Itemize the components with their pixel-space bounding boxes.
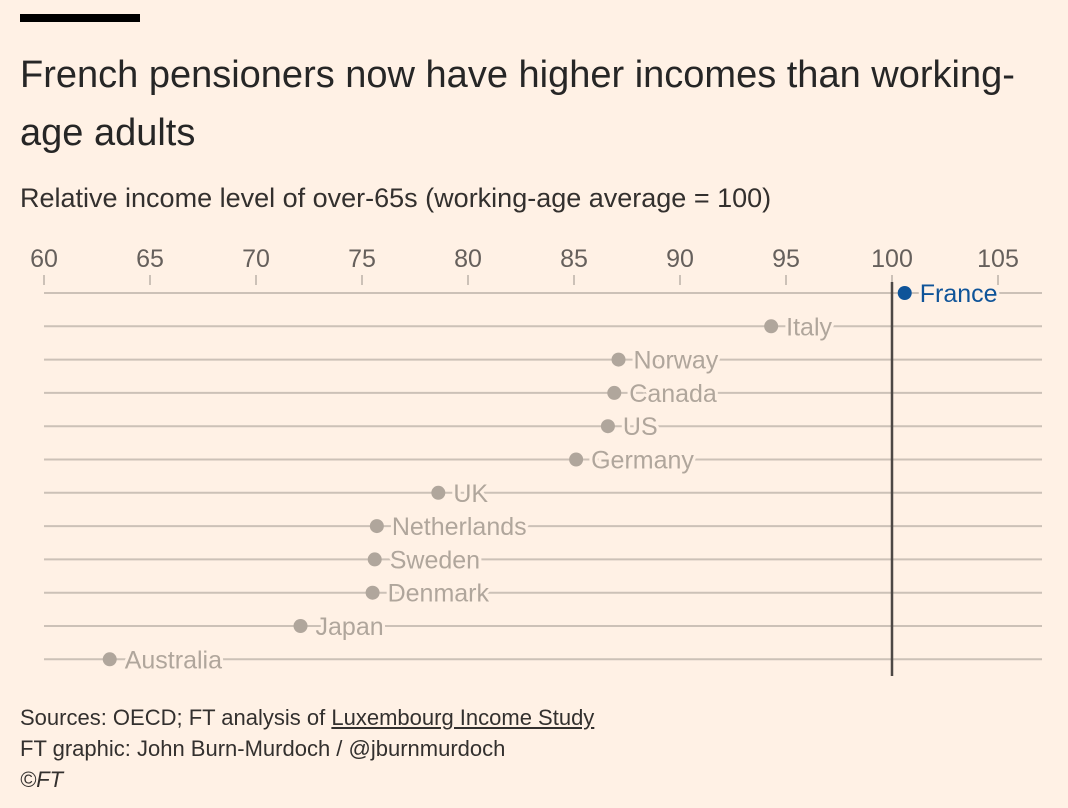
point-label-us: US bbox=[623, 413, 658, 441]
point-label-halo: Norway bbox=[634, 347, 719, 375]
point-label-halo: France bbox=[920, 280, 998, 308]
point-label-denmark: Denmark bbox=[388, 580, 490, 608]
data-point-italy bbox=[764, 319, 779, 334]
point-label-halo: Netherlands bbox=[392, 513, 527, 541]
x-tick-label: 70 bbox=[242, 245, 270, 273]
point-label-halo: US bbox=[623, 413, 658, 441]
x-tick-label: 95 bbox=[772, 245, 800, 273]
footer: Sources: OECD; FT analysis of Luxembourg… bbox=[20, 702, 594, 795]
data-point-norway bbox=[611, 352, 626, 367]
point-label-halo: Japan bbox=[316, 613, 384, 641]
x-tick-label: 60 bbox=[30, 245, 58, 273]
x-tick-label: 65 bbox=[136, 245, 164, 273]
sources-text: Sources: OECD; FT analysis of bbox=[20, 705, 332, 730]
point-label-germany: Germany bbox=[591, 447, 694, 475]
point-label-halo: Sweden bbox=[390, 546, 480, 574]
data-point-japan bbox=[293, 619, 308, 633]
point-label-uk: UK bbox=[453, 480, 488, 508]
point-label-sweden: Sweden bbox=[390, 546, 480, 574]
point-label-canada: Canada bbox=[629, 380, 717, 408]
x-tick-label: 75 bbox=[348, 245, 376, 273]
point-label-norway: Norway bbox=[634, 347, 719, 375]
x-tick-label: 80 bbox=[454, 245, 482, 273]
x-tick-label: 105 bbox=[977, 245, 1019, 273]
point-label-halo: Canada bbox=[629, 380, 717, 408]
data-point-france bbox=[897, 286, 912, 300]
point-label-halo: Italy bbox=[786, 313, 832, 341]
x-tick-label: 85 bbox=[560, 245, 588, 273]
chart-subtitle: Relative income level of over-65s (worki… bbox=[20, 183, 772, 213]
data-point-netherlands bbox=[369, 519, 384, 534]
point-label-italy: Italy bbox=[786, 313, 832, 341]
sources-line: Sources: OECD; FT analysis of Luxembourg… bbox=[20, 702, 594, 733]
ft-top-bar bbox=[20, 14, 140, 22]
data-point-us bbox=[600, 419, 615, 434]
data-point-sweden bbox=[367, 552, 382, 567]
point-label-halo: UK bbox=[453, 480, 488, 508]
point-label-australia: Australia bbox=[125, 646, 222, 674]
data-point-canada bbox=[607, 385, 622, 400]
point-label-japan: Japan bbox=[316, 613, 384, 641]
copyright: ©FT bbox=[20, 767, 64, 792]
point-label-france: France bbox=[920, 280, 998, 308]
data-point-uk bbox=[431, 485, 446, 500]
dot-plot-chart: 60 65 70 75 80 85 90 95 100 105FranceFranceItalyI… bbox=[30, 245, 1042, 677]
point-label-netherlands: Netherlands bbox=[392, 513, 527, 541]
chart-title: French pensioners now have higher income… bbox=[20, 54, 1015, 154]
sources-link[interactable]: Luxembourg Income Study bbox=[331, 705, 595, 730]
x-tick-label: 100 bbox=[871, 245, 913, 273]
data-point-germany bbox=[569, 452, 584, 467]
point-label-halo: Australia bbox=[125, 646, 222, 674]
point-label-halo: Germany bbox=[591, 447, 694, 475]
credit-line: FT graphic: John Burn-Murdoch / @jburnmu… bbox=[20, 736, 506, 761]
x-tick-label: 90 bbox=[666, 245, 694, 273]
data-point-australia bbox=[102, 652, 117, 667]
data-point-denmark bbox=[365, 585, 380, 600]
point-label-halo: Denmark bbox=[388, 580, 490, 608]
